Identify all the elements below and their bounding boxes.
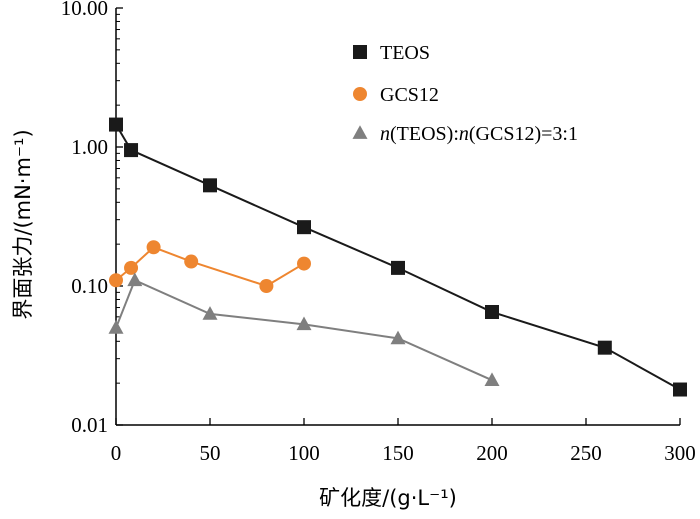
x-tick-label: 100 <box>288 441 320 465</box>
legend-label-part: (GCS12)=3:1 <box>469 123 578 145</box>
legend-entry: TEOS <box>353 42 430 64</box>
x-axis-title: 矿化度/(g·L⁻¹) <box>319 486 457 510</box>
axes <box>115 7 681 426</box>
x-tick-label: 200 <box>476 441 508 465</box>
legend-label-part: n <box>380 123 390 145</box>
data-point <box>296 316 312 331</box>
data-point <box>673 382 687 397</box>
y-tick-label: 0.10 <box>71 274 108 298</box>
x-tick-label: 0 <box>111 441 122 465</box>
legend-label-part: n <box>459 123 469 145</box>
data-point <box>109 273 123 288</box>
y-tick-label: 10.00 <box>61 0 108 20</box>
data-point <box>124 143 139 158</box>
x-tick-label: 300 <box>664 441 696 465</box>
series-layer <box>108 117 687 397</box>
tick-labels: 0.01 0.10 1.00 10.00 0 50 100 150 200 250 300 <box>61 0 696 465</box>
data-point <box>485 305 499 320</box>
series-square <box>109 117 687 397</box>
series-line <box>115 278 493 382</box>
data-point <box>109 117 123 132</box>
data-point <box>184 254 199 269</box>
y-axis-title: 界面张力/(mN·m⁻¹) <box>11 129 35 319</box>
data-point <box>484 372 500 387</box>
legend-entry: GCS12 <box>353 84 439 106</box>
legend-marker <box>352 125 368 139</box>
legend-entry: n(TEOS):n(GCS12)=3:1 <box>352 123 578 145</box>
x-tick-label: 50 <box>200 441 221 465</box>
data-point <box>203 178 217 193</box>
legend-label-part: (TEOS): <box>390 123 459 145</box>
data-point <box>124 260 139 275</box>
data-point <box>597 340 612 355</box>
x-tick-label: 150 <box>382 441 414 465</box>
legend-label: GCS12 <box>380 84 439 106</box>
data-point <box>108 320 124 334</box>
data-point <box>146 240 161 255</box>
legend-marker <box>353 45 367 59</box>
data-point <box>297 220 311 235</box>
series-line <box>115 246 305 288</box>
data-point <box>390 330 406 345</box>
x-tick-label: 250 <box>570 441 602 465</box>
y-tick-label: 0.01 <box>71 413 108 437</box>
legend-marker <box>353 87 367 101</box>
y-tick-label: 1.00 <box>71 135 108 159</box>
series-circle <box>109 240 311 293</box>
series-line <box>115 124 681 391</box>
data-point <box>391 260 405 275</box>
data-point <box>297 256 311 271</box>
data-point <box>259 279 274 293</box>
series-triangle <box>108 272 500 387</box>
data-point <box>127 272 143 287</box>
data-point <box>202 306 218 320</box>
legend-label: n(TEOS):n(GCS12)=3:1 <box>380 123 578 145</box>
legend-label: TEOS <box>380 42 430 64</box>
axis-titles: 矿化度/(g·L⁻¹) 界面张力/(mN·m⁻¹) <box>11 129 457 510</box>
